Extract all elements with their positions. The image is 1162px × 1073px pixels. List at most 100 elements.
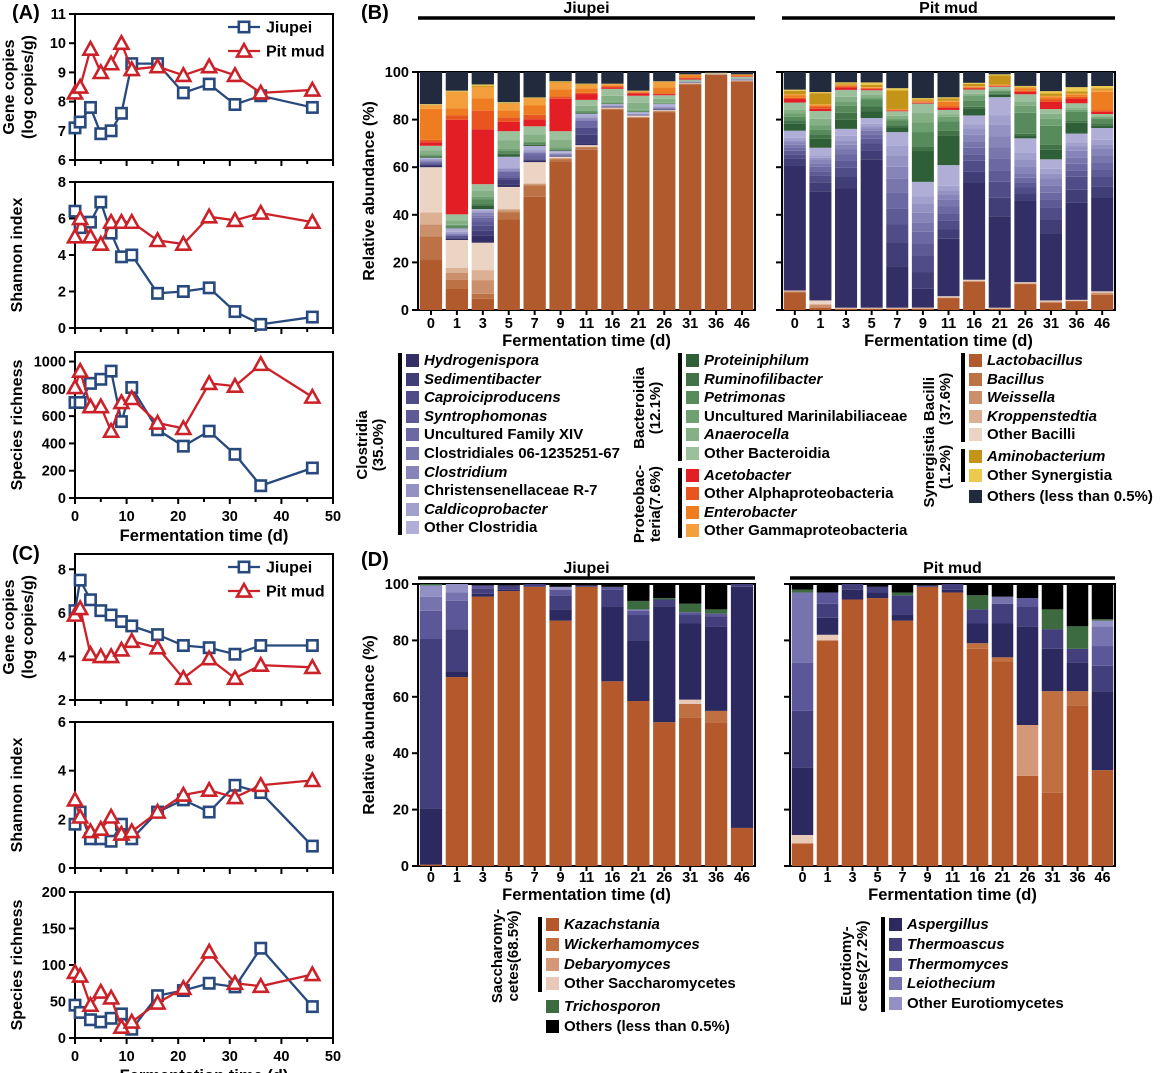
bar-segment-others-less-than-0-5- — [835, 72, 858, 83]
bars-day-9 — [911, 72, 934, 310]
y-tick-label: 50 — [50, 995, 66, 1011]
bar-segment-anaerocella — [419, 150, 443, 155]
y-axis-label: Shannon index — [9, 738, 26, 853]
x-tick-label: 5 — [873, 870, 881, 886]
bar-segment-clostridiales-06-1235251-67 — [575, 119, 598, 121]
marker-triangle — [303, 212, 322, 230]
y-axis-label: Relative abundance (%) — [361, 101, 378, 281]
bar-segment-others-less-than-0-5- — [419, 72, 443, 105]
marker-triangle — [199, 942, 219, 959]
legend-item-label: Uncultured Marinilabiliaceae — [704, 407, 908, 425]
bar-segment-christensenellaceae-r-7 — [523, 150, 546, 152]
marker-triangle — [251, 976, 270, 994]
bar-segment-sedimentibacter — [783, 158, 806, 166]
panel-c-subplot-3: 0 50 100 150 200 Species richness 0 10 20 30 40 50 F… — [9, 885, 341, 1073]
bar-segment-other-bacilli — [549, 156, 572, 158]
bar-segment-weissella — [419, 224, 443, 237]
bar-segment-other-clostridia — [835, 128, 858, 136]
y-axis — [776, 71, 782, 311]
bar-segment-lactobacillus — [1014, 284, 1037, 310]
panel-c-subplot-2: 0 2 4 6 Shannon index — [9, 715, 334, 877]
bar-segment-leiothecium — [1091, 626, 1114, 647]
bar-segment-other-clostridia — [937, 165, 960, 186]
panel-c-label: (C) — [12, 543, 40, 565]
bar-segment-other-bacilli — [523, 162, 546, 184]
marker-square — [202, 976, 216, 990]
bar-segment-others-less-than-0-5- — [963, 72, 986, 83]
x-tick-label: 5 — [868, 316, 876, 332]
chart-title: Jiupei — [563, 0, 609, 17]
y-tick-label: 0 — [58, 1031, 66, 1047]
bar-segment-aspergillus — [891, 615, 914, 621]
bar-segment-sedimentibacter — [988, 197, 1011, 217]
marker-square — [254, 317, 268, 331]
bar-segment-caldicoprobacter — [911, 196, 934, 204]
bar-segment-other-alphaproteobacteria — [1039, 99, 1062, 102]
legend-group-label-line: Clostridia — [354, 410, 371, 480]
bar-segment-thermoascus — [991, 603, 1014, 624]
bar-segment-other-bacteroidia — [1039, 109, 1062, 114]
bars-day-26 — [653, 72, 676, 310]
bar-segment-thermomyces — [1091, 646, 1114, 666]
bar-segment-anaerocella — [497, 140, 520, 149]
y-tick-label: 8 — [58, 95, 66, 111]
bar-segment-other-bacilli — [627, 115, 650, 117]
bar-segment-others-less-than-0-5- — [601, 584, 624, 587]
bar-segment-uncultured-marinilabiliaceae — [886, 118, 909, 121]
x-tick-label: 0 — [71, 1049, 79, 1065]
marker-square — [176, 639, 190, 653]
marker-square — [176, 86, 190, 100]
y-axis-label: (log copies/g) — [20, 35, 37, 139]
bar-segment-clostridium — [523, 151, 546, 153]
y-tick-label: 0 — [58, 321, 66, 337]
legend-group-label-line: Bacteroidia — [631, 366, 648, 449]
bar-segment-kazachstania — [679, 717, 702, 866]
bar-segment-lactobacillus — [988, 308, 1011, 310]
legend-group-label: Eurotiomy-cetes(27.2%) — [838, 920, 871, 1011]
legend-group-label-line: Bacilli — [921, 376, 938, 421]
legend-swatch — [969, 372, 982, 386]
legend-swatch — [969, 409, 982, 423]
bars-day-26 — [1016, 584, 1039, 866]
bar-segment-ruminofilibacter — [937, 130, 960, 136]
bar-segment-uncultured-family-xiv — [1091, 163, 1114, 170]
bar-segment-proteiniphilum — [1039, 149, 1062, 160]
y-tick-label: 200 — [42, 885, 66, 901]
bar-segment-acetobacter — [523, 119, 546, 127]
bar-segment-other-synergistia — [835, 82, 858, 84]
bar-segment-other-bacilli — [497, 186, 520, 209]
y-tick-label: 60 — [393, 690, 409, 706]
bar-segment-kazachstania — [991, 661, 1014, 866]
bar-segment-others-less-than-0-5- — [471, 72, 494, 85]
bar-segment-caproiciproducens — [1014, 187, 1037, 195]
bar-segment-others-less-than-0-5- — [575, 584, 598, 586]
bars-day-7 — [886, 72, 909, 310]
bar-segment-sedimentibacter — [937, 229, 960, 239]
bar-segment-caldicoprobacter — [445, 231, 469, 233]
marker-square — [305, 310, 319, 324]
bar-segment-anaerocella — [1039, 113, 1062, 119]
marker-triangle — [148, 993, 167, 1010]
bar-segment-other-clostridia — [1014, 138, 1037, 153]
y-tick-label: 2 — [58, 812, 66, 828]
y-tick-label: 0 — [58, 491, 66, 507]
bar-segment-caproiciproducens — [1065, 176, 1088, 190]
legend-item-label: Caldicoprobacter — [424, 500, 548, 518]
bar-segment-acetobacter — [679, 78, 702, 80]
marker-triangle — [225, 973, 245, 991]
bar-segment-enterobacter — [730, 75, 754, 77]
marker-triangle — [81, 39, 100, 56]
bar-segment-others-less-than-0-5- — [1091, 584, 1114, 620]
bar-segment-other-synergistia — [860, 82, 883, 85]
marker-square — [73, 1005, 87, 1019]
legend-swatch — [546, 937, 559, 951]
bar-segment-kazachstania — [1041, 792, 1064, 866]
bar-segment-anaerocella — [988, 89, 1011, 91]
bar-segment-proteiniphilum — [523, 144, 546, 146]
bar-segment-aspergillus — [841, 589, 864, 600]
legend-item-label: Thermomyces — [907, 955, 1009, 973]
bar-segment-uncultured-family-xiv — [1065, 163, 1088, 171]
bar-segment-thermomyces — [549, 589, 572, 596]
bar-segment-anaerocella — [886, 115, 909, 119]
bar-segment-uncultured-family-xiv — [988, 158, 1011, 171]
